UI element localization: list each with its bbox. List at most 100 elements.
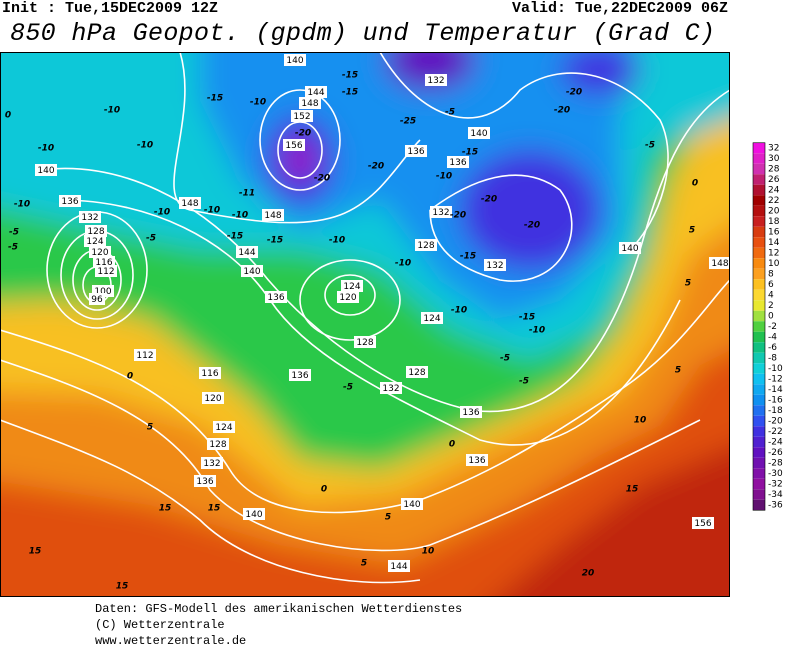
temperature-label: -10 bbox=[451, 306, 467, 316]
temperature-label: 5 bbox=[385, 513, 391, 523]
colorbar-label: 30 bbox=[768, 154, 780, 164]
temperature-label: -20 bbox=[554, 106, 570, 116]
geopotential-label: 120 bbox=[204, 394, 221, 404]
colorbar-label: -10 bbox=[768, 364, 783, 374]
geopotential-label: 136 bbox=[267, 293, 284, 303]
temperature-label: -20 bbox=[314, 174, 330, 184]
footer-line: www.wetterzentrale.de bbox=[95, 634, 246, 648]
geopotential-label: 128 bbox=[356, 338, 373, 348]
temperature-label: -10 bbox=[137, 141, 153, 151]
colorbar-swatch bbox=[753, 426, 765, 437]
geopotential-label: 144 bbox=[390, 562, 407, 572]
geopotential-label: 132 bbox=[203, 459, 220, 469]
colorbar-swatch bbox=[753, 289, 765, 301]
contour-label-box bbox=[466, 454, 488, 466]
geopotential-label: 136 bbox=[407, 147, 424, 157]
temperature-label: -10 bbox=[14, 200, 30, 210]
colorbar-swatch bbox=[753, 310, 765, 322]
contour-label-box bbox=[406, 366, 428, 378]
colorbar-label: 14 bbox=[768, 238, 780, 248]
temperature-label: -10 bbox=[154, 208, 170, 218]
contour-label-box bbox=[692, 517, 714, 529]
colorbar-swatch bbox=[753, 384, 765, 395]
contour-label-box bbox=[305, 86, 327, 98]
temperature-label: -10 bbox=[204, 206, 220, 216]
temperature-label: -15 bbox=[207, 94, 223, 104]
contour-label-box bbox=[134, 349, 156, 361]
colorbar-swatch bbox=[753, 457, 765, 469]
colorbar-swatch bbox=[753, 352, 765, 364]
geopotential-label: 140 bbox=[621, 244, 638, 254]
contour-label-box bbox=[89, 246, 111, 258]
temperature-label: -5 bbox=[8, 243, 18, 253]
temperature-label: -10 bbox=[38, 144, 54, 154]
temperature-label: 10 bbox=[634, 416, 647, 426]
colorbar-label: -12 bbox=[768, 375, 783, 385]
colorbar-swatch bbox=[753, 237, 765, 248]
colorbar-swatch bbox=[753, 247, 765, 259]
temperature-label: 0 bbox=[449, 440, 455, 450]
temperature-label: 5 bbox=[675, 366, 681, 376]
geopotential-label: 112 bbox=[97, 267, 114, 277]
contour-label-box bbox=[468, 127, 490, 139]
geopotential-label: 124 bbox=[423, 314, 440, 324]
temperature-label: 0 bbox=[692, 179, 698, 189]
temperature-label: -15 bbox=[342, 88, 358, 98]
contour-label-box bbox=[341, 280, 363, 292]
contour-label-box bbox=[421, 312, 443, 324]
geopotential-label: 136 bbox=[196, 477, 213, 487]
colorbar-label: 26 bbox=[768, 175, 780, 185]
temperature-label: -15 bbox=[462, 148, 478, 158]
temperature-label: 15 bbox=[626, 485, 639, 495]
geopotential-label: 148 bbox=[301, 99, 318, 109]
temperature-label: -5 bbox=[9, 228, 19, 238]
temperature-label: -15 bbox=[342, 71, 358, 81]
contour-label-box bbox=[213, 421, 235, 433]
temperature-label: -5 bbox=[645, 141, 655, 151]
temperature-label: 5 bbox=[147, 423, 153, 433]
contour-label-box bbox=[447, 156, 469, 168]
contour-label-box bbox=[619, 242, 641, 254]
contour-label-box bbox=[337, 291, 359, 303]
init-time: Init : Tue,15DEC2009 12Z bbox=[2, 0, 218, 17]
colorbar-label: -16 bbox=[768, 396, 783, 406]
colorbar-label: 28 bbox=[768, 165, 780, 175]
colorbar-swatch bbox=[753, 184, 765, 196]
contour-label-box bbox=[291, 110, 313, 122]
colorbar-swatch bbox=[753, 489, 765, 500]
temperature-label: -10 bbox=[329, 236, 345, 246]
colorbar-swatch bbox=[753, 373, 765, 385]
temperature-label: -5 bbox=[445, 108, 455, 118]
contour-label-box bbox=[289, 369, 311, 381]
temperature-label: 0 bbox=[5, 111, 11, 121]
colorbar-swatch bbox=[753, 174, 765, 185]
geopotential-label: 136 bbox=[449, 158, 466, 168]
temperature-label: 10 bbox=[422, 547, 435, 557]
map-title: 850 hPa Geopot. (gpdm) und Temperatur (G… bbox=[10, 19, 715, 48]
temperature-label: -20 bbox=[450, 211, 466, 221]
colorbar-label: 12 bbox=[768, 249, 779, 259]
geopotential-label: 128 bbox=[417, 241, 434, 251]
geopotential-label: 124 bbox=[86, 237, 103, 247]
contour-label-box bbox=[401, 498, 423, 510]
colorbar-swatch bbox=[753, 142, 765, 154]
geopotential-label: 132 bbox=[81, 213, 98, 223]
colorbar-swatch bbox=[753, 468, 765, 479]
contour-label-box bbox=[236, 246, 258, 258]
colorbar-label: 6 bbox=[768, 280, 774, 290]
contour-label-box bbox=[430, 206, 452, 218]
contour-label-box bbox=[179, 197, 201, 209]
colorbar-swatch bbox=[753, 394, 765, 406]
footer-line: (C) Wetterzentrale bbox=[95, 618, 225, 632]
geopotential-label: 148 bbox=[181, 199, 198, 209]
temperature-label: -20 bbox=[481, 195, 497, 205]
colorbar-swatch bbox=[753, 279, 765, 290]
colorbar-swatch bbox=[753, 300, 765, 311]
colorbar-label: 32 bbox=[768, 144, 779, 154]
geopotential-label: 140 bbox=[37, 166, 54, 176]
contour-label-box bbox=[89, 293, 105, 305]
temperature-label: -10 bbox=[232, 211, 248, 221]
contour-label-box bbox=[243, 508, 265, 520]
colorbar-swatch bbox=[753, 258, 765, 269]
